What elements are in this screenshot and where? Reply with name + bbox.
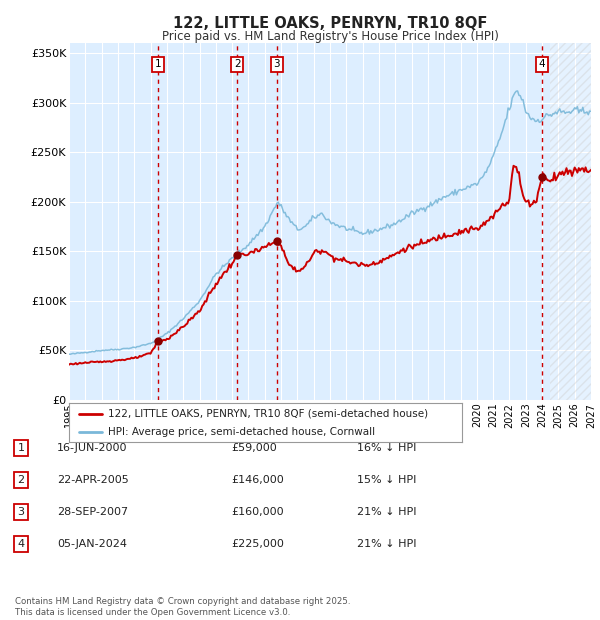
Text: £59,000: £59,000	[231, 443, 277, 453]
Text: 3: 3	[274, 60, 280, 69]
Text: 122, LITTLE OAKS, PENRYN, TR10 8QF (semi-detached house): 122, LITTLE OAKS, PENRYN, TR10 8QF (semi…	[109, 409, 428, 419]
Text: Price paid vs. HM Land Registry's House Price Index (HPI): Price paid vs. HM Land Registry's House …	[161, 30, 499, 43]
Text: £225,000: £225,000	[231, 539, 284, 549]
Text: 15% ↓ HPI: 15% ↓ HPI	[357, 475, 416, 485]
Text: 22-APR-2005: 22-APR-2005	[57, 475, 129, 485]
Text: 4: 4	[17, 539, 25, 549]
Text: 1: 1	[155, 60, 161, 69]
Text: 21% ↓ HPI: 21% ↓ HPI	[357, 507, 416, 517]
Text: 4: 4	[539, 60, 545, 69]
Text: £160,000: £160,000	[231, 507, 284, 517]
Text: 05-JAN-2024: 05-JAN-2024	[57, 539, 127, 549]
Text: 3: 3	[17, 507, 25, 517]
Text: £146,000: £146,000	[231, 475, 284, 485]
Text: 28-SEP-2007: 28-SEP-2007	[57, 507, 128, 517]
Bar	[550, 43, 591, 400]
Text: 122, LITTLE OAKS, PENRYN, TR10 8QF: 122, LITTLE OAKS, PENRYN, TR10 8QF	[173, 16, 487, 30]
Text: Contains HM Land Registry data © Crown copyright and database right 2025.
This d: Contains HM Land Registry data © Crown c…	[15, 598, 350, 617]
Text: 2: 2	[234, 60, 241, 69]
Text: 1: 1	[17, 443, 25, 453]
Bar	[550, 43, 591, 400]
Text: 16% ↓ HPI: 16% ↓ HPI	[357, 443, 416, 453]
Text: 2: 2	[17, 475, 25, 485]
Text: 21% ↓ HPI: 21% ↓ HPI	[357, 539, 416, 549]
Text: HPI: Average price, semi-detached house, Cornwall: HPI: Average price, semi-detached house,…	[109, 427, 376, 437]
Text: 16-JUN-2000: 16-JUN-2000	[57, 443, 128, 453]
